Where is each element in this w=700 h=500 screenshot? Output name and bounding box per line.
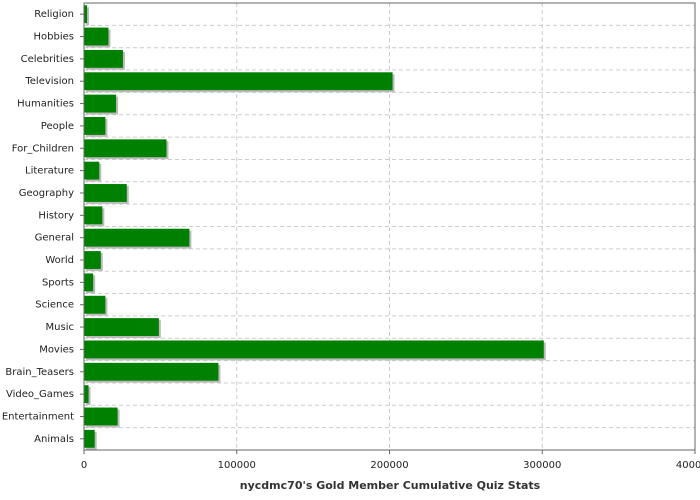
bar xyxy=(84,94,117,113)
bar xyxy=(84,72,393,91)
y-tick-label: Science xyxy=(35,300,74,311)
y-tick-label: Celebrities xyxy=(21,54,74,65)
y-tick-label: For_Children xyxy=(12,143,74,154)
x-tick-label: 300000 xyxy=(523,460,561,471)
y-tick-label: Movies xyxy=(39,344,74,355)
bar xyxy=(84,49,123,68)
x-tick-label: 0 xyxy=(81,460,87,471)
bar xyxy=(84,139,167,158)
y-tick-label: Geography xyxy=(19,188,74,199)
x-tick-label: 200000 xyxy=(370,460,408,471)
bar xyxy=(84,340,544,359)
plot-border xyxy=(83,2,696,451)
bar xyxy=(84,273,94,292)
chart-title: nycdmc70's Gold Member Cumulative Quiz S… xyxy=(240,479,541,492)
y-tick-label: Animals xyxy=(34,434,74,445)
bar xyxy=(84,385,89,404)
bar xyxy=(84,362,219,381)
bar-shadow xyxy=(86,7,90,26)
y-tick-label: Video_Games xyxy=(6,389,74,400)
x-tick-label: 400000 xyxy=(676,460,700,471)
bar xyxy=(84,429,95,448)
y-tick-label: Sports xyxy=(42,277,74,288)
y-tick-label: People xyxy=(41,121,74,132)
bar xyxy=(84,407,118,426)
bar xyxy=(84,116,106,135)
y-tick-label: History xyxy=(38,210,74,221)
y-tick-label: Entertainment xyxy=(2,411,74,422)
x-tick-label: 100000 xyxy=(218,460,256,471)
y-tick-label: Humanities xyxy=(17,99,74,110)
y-tick-label: Literature xyxy=(25,166,74,177)
bar xyxy=(84,251,101,269)
bar xyxy=(84,206,103,225)
bar xyxy=(84,318,159,337)
y-tick-label: Religion xyxy=(34,9,74,20)
bar xyxy=(84,295,106,314)
y-tick-label: General xyxy=(35,233,74,244)
y-tick-label: Hobbies xyxy=(34,32,74,43)
bar xyxy=(84,161,100,180)
bar xyxy=(84,5,88,24)
bar xyxy=(84,228,190,247)
bar xyxy=(84,184,127,202)
bar xyxy=(84,27,109,46)
y-tick-label: World xyxy=(45,255,74,266)
y-tick-label: Brain_Teasers xyxy=(5,367,74,378)
y-tick-label: Television xyxy=(24,76,74,87)
y-tick-label: Music xyxy=(46,322,74,333)
